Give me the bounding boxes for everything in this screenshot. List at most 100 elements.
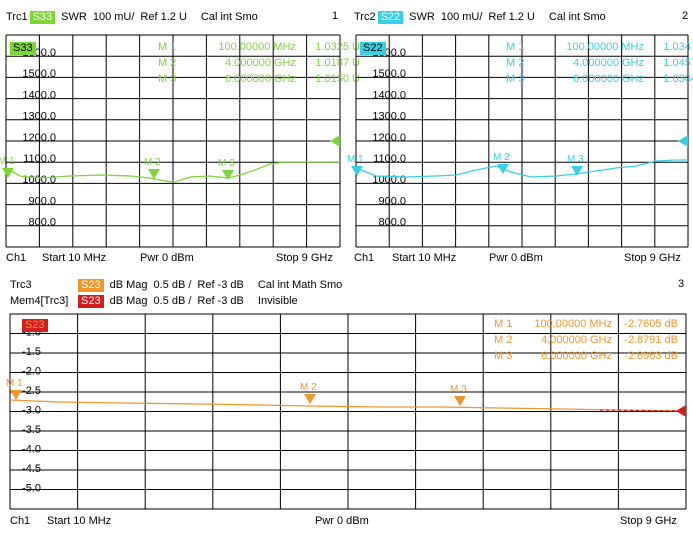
y-tick-label: 1200.0: [372, 132, 406, 144]
y-tick-label: 800.0: [28, 217, 56, 229]
y-tick-label: 800.0: [378, 217, 406, 229]
trace-name: Trc3: [10, 279, 32, 291]
footer-start: Start 10 MHz: [392, 252, 457, 264]
marker-label: M 3: [567, 154, 584, 165]
trace-ref: Ref -3 dB: [197, 279, 244, 291]
marker-triangle: [304, 394, 316, 404]
trace-scale: 0.5 dB /: [153, 295, 192, 307]
y-tick-label: 1100.0: [373, 153, 406, 165]
footer-start: Start 10 MHz: [42, 252, 107, 264]
diagram-top-left[interactable]: 1600.01500.01400.01300.01200.01100.01000…: [0, 0, 346, 270]
trace-name: Mem4[Trc3]: [10, 295, 69, 307]
marker-row: M 1 100.00000 MHz -2.7605 dB: [494, 318, 678, 330]
marker-label: M 3: [450, 384, 467, 395]
trace-info: Cal int Math Smo: [257, 279, 343, 291]
memory-trace-line: [599, 409, 687, 412]
trace-param-badge: S33: [29, 11, 56, 24]
trace-param-badge: S23: [78, 295, 104, 308]
trace-ref: Ref 1.2 U: [488, 11, 535, 23]
y-tick-label: -4.0: [22, 444, 41, 456]
y-tick-label: 1100.0: [23, 153, 56, 165]
y-tick-label: 1400.0: [372, 89, 406, 101]
param-box: S33: [10, 42, 36, 55]
footer-stop: Stop 9 GHz: [624, 252, 681, 264]
y-tick-label: -2.5: [22, 385, 41, 397]
marker-row: M 2 4.000000 GHz 1.0187 U: [158, 57, 360, 69]
marker-label: M 2: [493, 152, 510, 163]
footer-pwr: Pwr 0 dBm: [140, 252, 194, 264]
trace-param-badge: S23: [78, 279, 104, 292]
trace-format: dB Mag: [109, 295, 148, 307]
y-tick-label: 1300.0: [372, 111, 406, 123]
footer-ch: Ch1: [10, 515, 31, 527]
trace-ref: Ref 1.2 U: [140, 11, 187, 23]
y-tick-label: 1400.0: [22, 89, 56, 101]
footer-stop: Stop 9 GHz: [620, 515, 677, 527]
marker-triangle: [351, 166, 363, 176]
trace-format: SWR: [61, 11, 87, 23]
trace-scale: 100 mU/: [92, 11, 135, 23]
marker-row: M 2 4.000000 GHz -2.8791 dB: [494, 334, 678, 346]
marker-table: M 1 100.00000 MHz 1.0325 U M 2 4.000000 GHz…: [158, 39, 360, 87]
trace-param-badge: S22: [377, 11, 404, 24]
y-tick-label: 1200.0: [22, 132, 56, 144]
marker-triangle: [571, 166, 583, 176]
marker-triangle: [497, 164, 509, 174]
marker-label: M 1: [6, 378, 23, 389]
y-tick-label: -4.5: [22, 463, 41, 475]
footer-pwr: Pwr 0 dBm: [489, 252, 543, 264]
param-box: S23: [22, 319, 48, 332]
channel-number: 2: [682, 10, 689, 22]
marker-triangle: [454, 396, 466, 406]
footer-pwr: Pwr 0 dBm: [315, 515, 369, 527]
footer-stop: Stop 9 GHz: [276, 252, 333, 264]
trace-format: SWR: [409, 11, 435, 23]
y-tick-label: 900.0: [28, 195, 56, 207]
trace-header-trc3[interactable]: Trc3 S23 dB Mag 0.5 dB / Ref -3 dB Cal int Ma…: [10, 278, 348, 292]
marker-label: M 2: [300, 382, 317, 393]
footer-start: Start 10 MHz: [47, 515, 112, 527]
marker-triangle: [2, 168, 14, 178]
footer-ch: Ch1: [6, 252, 27, 264]
trace-scale: 0.5 dB /: [153, 279, 192, 291]
marker-label: M 1: [347, 154, 364, 165]
marker-label: M 3: [218, 158, 235, 169]
marker-triangle: [10, 390, 22, 400]
trace-info: Invisible: [257, 295, 298, 307]
marker-label: M 2: [144, 157, 161, 168]
trace-name: Trc1: [6, 11, 28, 23]
y-tick-label: 1500.0: [22, 68, 56, 80]
footer-ch: Ch1: [354, 252, 375, 264]
channel-number: 3: [678, 278, 685, 290]
trace-line: [5, 161, 340, 183]
trace-header-mem4[interactable]: Mem4[Trc3] S23 dB Mag 0.5 dB / Ref -3 dB Invi…: [10, 294, 304, 308]
marker-row: M 3 6.000000 GHz -2.8963 dB: [494, 350, 678, 362]
marker-triangle: [222, 170, 234, 180]
marker-row: M 3 6.000000 GHz 1.0150 U: [158, 73, 360, 85]
y-tick-label: -2.0: [22, 366, 41, 378]
y-tick-label: 1300.0: [22, 111, 56, 123]
trace-info: Cal int Smo: [548, 11, 606, 23]
y-tick-label: -3.0: [22, 405, 41, 417]
marker-label: M 1: [0, 156, 15, 167]
trace-line: [9, 399, 687, 412]
trace-name: Trc2: [354, 11, 376, 23]
top-left-panel: Trc1 S33 SWR 100 mU/Ref 1.2 U Cal int Smo 1 …: [0, 0, 360, 270]
y-tick-label: -3.5: [22, 424, 41, 436]
reference-arrow: [678, 135, 688, 147]
top-right-panel: Trc2 S22 SWR 100 mU/Ref 1.2 U Cal int Smo 2 …: [346, 0, 693, 270]
y-tick-label: -5.0: [22, 483, 41, 495]
marker-table: M 1 100.00000 MHz -2.7605 dB M 2 4.000000 G…: [494, 316, 678, 364]
trace-info: Cal int Smo: [200, 11, 258, 23]
trace-header-trc1[interactable]: Trc1 S33 SWR 100 mU/Ref 1.2 U Cal int Smo: [6, 10, 264, 24]
trace-header-trc2[interactable]: Trc2 S22 SWR 100 mU/Ref 1.2 U Cal int Smo: [354, 10, 612, 24]
y-tick-label: -1.5: [22, 346, 41, 358]
diagram-top-right[interactable]: 1600.01500.01400.01300.01200.01100.01000…: [346, 0, 693, 270]
trace-line: [355, 159, 688, 178]
memory-reference-arrow: [676, 405, 686, 417]
y-tick-label: 1000.0: [22, 174, 56, 186]
